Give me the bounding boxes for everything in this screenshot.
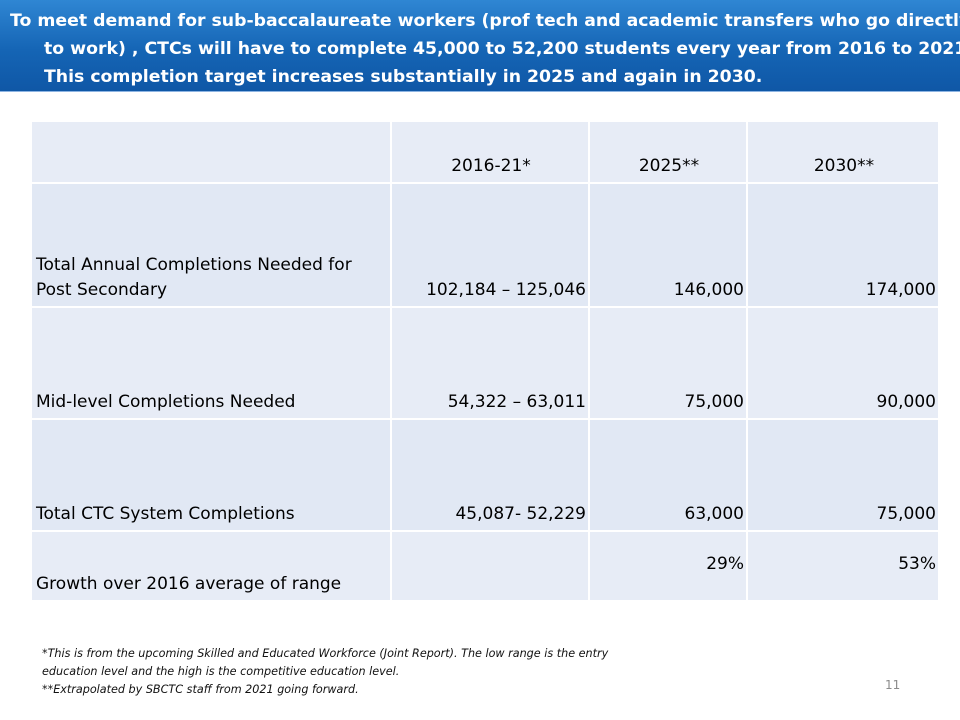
table-header-row: 2016-21* 2025** 2030** — [30, 120, 940, 184]
cell-2016-21: 45,087- 52,229 — [390, 418, 590, 532]
footnote-2: **Extrapolated by SBCTC staff from 2021 … — [42, 683, 359, 696]
cell-2030: 53% — [746, 530, 940, 602]
table-row: Total CTC System Completions 45,087- 52,… — [30, 418, 940, 532]
header-cell-2025: 2025** — [588, 120, 748, 184]
header-cell-2030: 2030** — [746, 120, 940, 184]
row-label: Total Annual Completions Needed for Post… — [30, 182, 392, 308]
cell-2016-21: 54,322 – 63,011 — [390, 306, 590, 420]
table-row: Total Annual Completions Needed for Post… — [30, 182, 940, 308]
row-label: Total CTC System Completions — [30, 418, 392, 532]
footnotes: *This is from the upcoming Skilled and E… — [42, 645, 652, 699]
cell-2030: 174,000 — [746, 182, 940, 308]
cell-2016-21 — [390, 530, 590, 602]
table-row: Growth over 2016 average of range 29% 53… — [30, 530, 940, 602]
cell-2016-21: 102,184 – 125,046 — [390, 182, 590, 308]
title-banner: To meet demand for sub-baccalaureate wor… — [0, 0, 960, 92]
slide-title: To meet demand for sub-baccalaureate wor… — [10, 11, 960, 87]
cell-2025: 29% — [588, 530, 748, 602]
table-row: Mid-level Completions Needed 54,322 – 63… — [30, 306, 940, 420]
footnote-1: *This is from the upcoming Skilled and E… — [42, 647, 609, 678]
cell-2030: 75,000 — [746, 418, 940, 532]
cell-2025: 63,000 — [588, 418, 748, 532]
cell-2030: 90,000 — [746, 306, 940, 420]
row-label: Growth over 2016 average of range — [30, 530, 392, 602]
header-cell-2016-21: 2016-21* — [390, 120, 590, 184]
cell-2025: 75,000 — [588, 306, 748, 420]
page-number: 11 — [885, 678, 901, 692]
completions-table: 2016-21* 2025** 2030** Total Annual Comp… — [30, 120, 940, 602]
row-label: Mid-level Completions Needed — [30, 306, 392, 420]
cell-2025: 146,000 — [588, 182, 748, 308]
header-cell-empty — [30, 120, 392, 184]
